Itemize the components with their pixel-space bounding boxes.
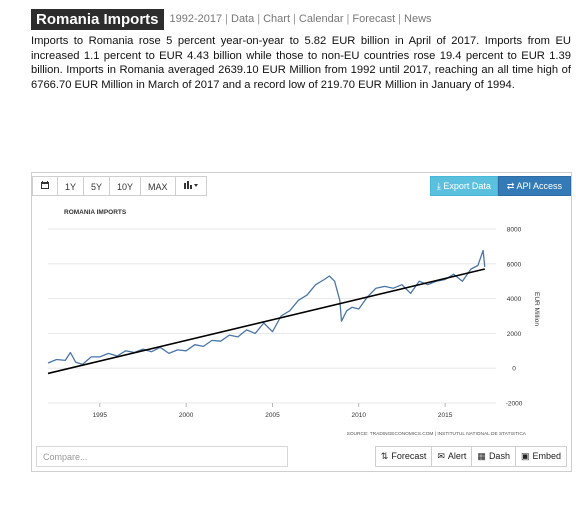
alert-button[interactable]: ✉ Alert [431,446,473,467]
nav-link-data[interactable]: Data [231,13,255,25]
description-text: Imports to Romania rose 5 percent year-o… [31,35,571,91]
x-tick-label: 2015 [438,412,453,419]
x-tick-label: 2000 [179,412,194,419]
y-tick-label: 8000 [507,227,522,234]
x-tick-label: 2005 [265,412,280,419]
envelope-icon: ✉ [437,451,445,461]
y-axis-ticks: -2000 0 2000 4000 6000 8000 [506,227,523,408]
chart-toolbar: 1Y 5Y 10Y MAX ⤓ Export Data ⇄ API Access [32,173,571,199]
range-max-button[interactable]: MAX [140,176,176,196]
nav-link-forecast[interactable]: Forecast [352,13,396,25]
nav-link-calendar[interactable]: Calendar [298,13,344,25]
sort-icon: ⇅ [380,451,389,461]
x-tick-label: 2010 [352,412,367,419]
chart-widget: 1Y 5Y 10Y MAX ⤓ Export Data ⇄ API Access… [31,172,572,472]
page-title: Romania Imports [31,8,164,30]
exchange-icon: ⇄ [506,181,515,191]
nav-link-range[interactable]: 1992-2017 [169,13,223,25]
chart-action-buttons: ⇅ Forecast ✉ Alert ▦ Dash ▣ Embed [374,446,567,467]
compare-input[interactable] [36,446,288,467]
range-5y-button[interactable]: 5Y [83,176,111,196]
dash-button[interactable]: ▦ Dash [471,446,516,467]
x-tick-label: 1995 [93,412,108,419]
page-header: Romania Imports 1992-2017 | Data | Chart | Cal… [31,8,432,30]
alert-label: Alert [447,451,467,461]
imports-chart: ROMANIA IMPORTS -2000 0 2000 4000 6000 8000 1… [47,209,540,437]
nav-link-news[interactable]: News [404,13,432,25]
y-tick-label: 4000 [507,296,522,303]
chart-title: ROMANIA IMPORTS [64,209,127,216]
image-icon: ▣ [520,451,530,461]
download-icon: ⤓ [436,181,441,191]
chart-type-dropdown[interactable] [174,176,207,196]
export-data-label: Export Data [443,181,491,191]
embed-label: Embed [532,451,561,461]
dashboard-icon: ▦ [477,451,486,461]
embed-button[interactable]: ▣ Embed [514,446,567,467]
api-access-button[interactable]: ⇄ API Access [497,176,571,196]
range-10y-button[interactable]: 10Y [109,176,142,196]
chart-source: SOURCE: TRADINGECONOMICS.COM | INSTITUTU… [347,431,527,437]
trend-line [47,268,486,375]
range-button-group: 1Y 5Y 10Y MAX [32,176,207,196]
imports-series-line [47,249,486,366]
nav-link-chart[interactable]: Chart [263,13,291,25]
chart-grid [48,228,496,404]
calendar-icon[interactable] [32,176,58,196]
y-tick-label: 2000 [507,331,522,338]
y-tick-label: -2000 [506,401,523,408]
forecast-label: Forecast [391,451,427,461]
forecast-button[interactable]: ⇅ Forecast [374,446,433,467]
bar-chart-icon [183,181,198,189]
header-nav: 1992-2017 | Data | Chart | Calendar | Forecast | N… [169,13,432,25]
y-tick-label: 0 [512,366,516,373]
dash-label: Dash [488,451,510,461]
data-access-buttons: ⤓ Export Data ⇄ API Access [429,176,571,196]
range-1y-button[interactable]: 1Y [57,176,85,196]
y-tick-label: 6000 [507,261,522,268]
chart-bottom-bar: ⇅ Forecast ✉ Alert ▦ Dash ▣ Embed [32,443,571,471]
api-access-label: API Access [516,181,562,191]
y-axis-label: EUR Million [533,292,540,326]
x-axis-ticks: 1995 2000 2005 2010 2015 [93,403,453,419]
export-data-button[interactable]: ⤓ Export Data [429,176,498,196]
chart-series [47,249,486,375]
